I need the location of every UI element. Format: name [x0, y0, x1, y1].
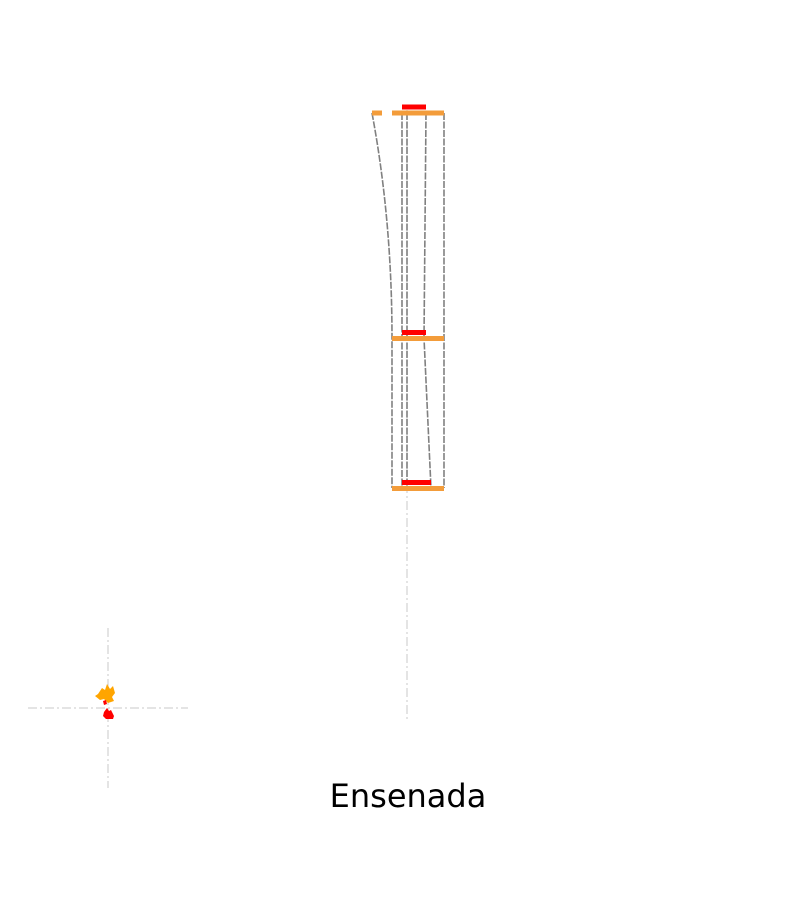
- bottom-level-bar: [392, 486, 444, 491]
- top-level-bar-left-tick: [372, 110, 382, 116]
- left-curved-outline: [371, 112, 393, 488]
- location-marker: [95, 684, 115, 719]
- marker-red-shape: [103, 708, 114, 719]
- diagram-caption: Ensenada: [329, 777, 487, 815]
- level-bars: [372, 110, 444, 491]
- column-outlines: [371, 112, 445, 489]
- bottom-cap: [402, 480, 431, 485]
- middle-level-bar: [392, 336, 444, 341]
- top-cap: [402, 104, 426, 110]
- right-inner-outline: [423, 112, 432, 489]
- marker-orange-shape: [95, 684, 115, 703]
- middle-cap: [402, 330, 426, 335]
- level-caps: [402, 104, 431, 485]
- marker-red-fleck: [103, 700, 107, 705]
- top-level-bar: [392, 110, 444, 116]
